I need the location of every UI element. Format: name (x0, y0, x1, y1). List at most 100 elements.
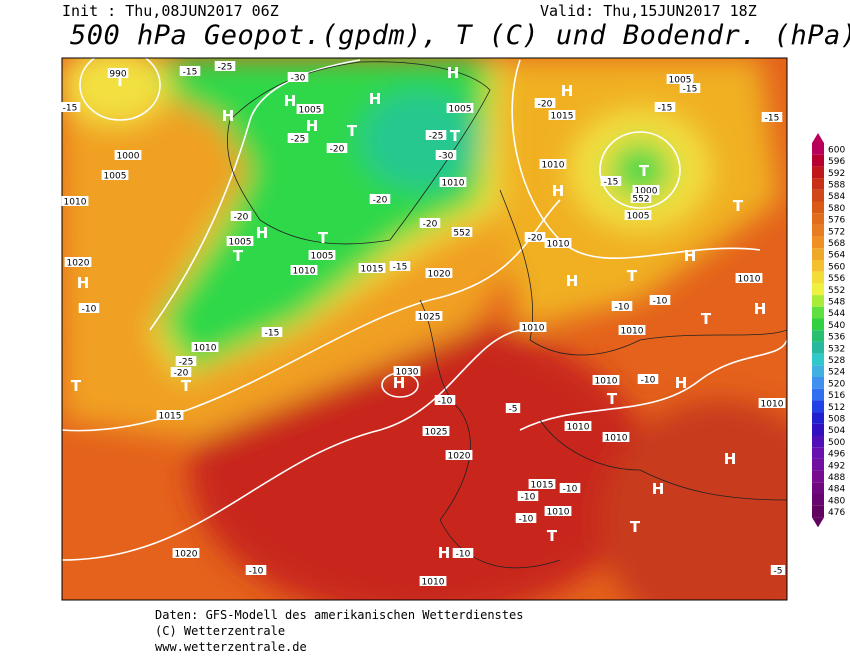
isoline-label: 1025 (425, 428, 448, 438)
isoline-label: 1005 (104, 172, 127, 182)
legend-swatch (812, 365, 824, 377)
label-box (524, 232, 546, 242)
isoline-label: 1010 (422, 578, 445, 588)
legend-swatch (812, 236, 824, 249)
isoline-label: 1005 (299, 106, 322, 116)
isoline-label: 1010 (64, 198, 87, 208)
label-box (369, 194, 391, 204)
pressure-center: H (438, 544, 451, 562)
legend-label: 564 (828, 251, 845, 261)
label-box (101, 170, 129, 180)
isoline-label: -25 (218, 63, 233, 73)
legend-swatch (812, 505, 824, 518)
label-box (308, 250, 336, 260)
legend-label: 540 (828, 321, 845, 331)
legend-swatch (812, 224, 824, 237)
isoline-label: 1000 (117, 152, 140, 162)
pressure-center: T (701, 310, 712, 328)
isoline-label: -20 (423, 220, 438, 230)
pressure-center: T (318, 229, 329, 247)
label-box (114, 150, 142, 160)
isoline-label: 1015 (531, 481, 554, 491)
label-box (559, 483, 581, 493)
isoline-label: 990 (109, 70, 126, 80)
label-box (419, 576, 447, 586)
legend-swatch (812, 213, 824, 225)
pressure-center: T (115, 72, 126, 90)
isoline-label: 1010 (595, 377, 618, 387)
label-box (592, 375, 620, 385)
label-box (519, 322, 547, 332)
isoline-label: 1005 (311, 252, 334, 262)
isoline-label: -15 (393, 263, 408, 273)
legend-label: 544 (828, 309, 845, 319)
pressure-center: T (547, 527, 558, 545)
label-box (539, 159, 567, 169)
label-box (435, 150, 457, 160)
legend-swatch (812, 458, 824, 471)
legend-label: 580 (828, 204, 845, 214)
isoline-label: 1020 (448, 452, 471, 462)
legend-swatch (812, 353, 824, 366)
footer-line: www.wetterzentrale.de (155, 640, 307, 654)
label-box (564, 421, 592, 431)
legend-swatch (812, 248, 824, 260)
map-title: 500 hPa Geopot.(gpdm), T (C) und Bodendr… (70, 20, 850, 51)
pressure-center: H (256, 224, 269, 242)
label-box (170, 367, 192, 377)
legend-swatch (812, 201, 824, 214)
isoline-label: 1010 (542, 161, 565, 171)
label-box (290, 265, 318, 275)
isoline-label: -25 (291, 135, 306, 145)
label-box (389, 261, 411, 271)
legend-label: 528 (828, 356, 845, 366)
label-box (78, 303, 100, 313)
legend-swatch (812, 189, 824, 202)
isoline-label: 1010 (547, 508, 570, 518)
label-box (649, 295, 671, 305)
isoline-label: 1010 (605, 434, 628, 444)
label-box (758, 398, 786, 408)
label-box (425, 268, 453, 278)
label-box (632, 185, 660, 195)
pressure-center: T (630, 518, 641, 536)
isoline-label: 1020 (175, 550, 198, 560)
isoline-label: 1000 (635, 187, 658, 197)
legend-label: 548 (828, 297, 845, 307)
label-box (446, 103, 474, 113)
legend-label: 500 (828, 438, 845, 448)
pressure-center: T (639, 162, 650, 180)
legend-swatch (812, 400, 824, 413)
isoline-label: 1020 (67, 259, 90, 269)
legend-label: 536 (828, 333, 845, 343)
isoline-label: 1010 (621, 327, 644, 337)
isoline-label: 1005 (449, 105, 472, 115)
label-box (191, 342, 219, 352)
label-box (637, 374, 659, 384)
isoline-label: 1010 (293, 267, 316, 277)
isoline-label: -10 (653, 297, 668, 307)
legend-label: 600 (828, 145, 845, 155)
label-box (425, 130, 447, 140)
label-box (528, 479, 556, 489)
legend-swatch (812, 388, 824, 401)
label-box (287, 72, 309, 82)
isoline-label: -15 (658, 104, 673, 114)
legend-swatch (812, 341, 824, 354)
pressure-center: T (733, 197, 744, 215)
isoline-label: 552 (453, 229, 470, 239)
legend-label: 572 (828, 227, 845, 237)
isoline-label: -10 (438, 397, 453, 407)
legend-swatch (812, 271, 824, 284)
legend-cap (812, 133, 824, 143)
isoline-label: -10 (456, 550, 471, 560)
label-box (505, 403, 521, 413)
legend-label: 504 (828, 426, 845, 436)
isoline-label: 1010 (567, 423, 590, 433)
label-box (156, 410, 184, 420)
label-box (393, 366, 421, 376)
footer-line: Daten: GFS-Modell des amerikanischen Wet… (155, 608, 524, 622)
legend-label: 532 (828, 344, 845, 354)
legend-swatch (812, 494, 824, 506)
